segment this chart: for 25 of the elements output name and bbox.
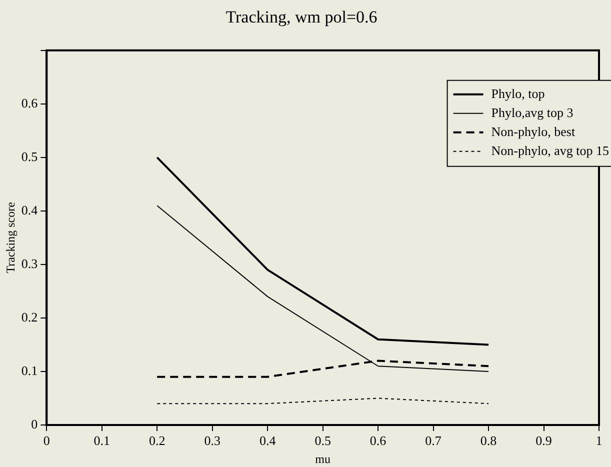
x-tick-label: 0.7 [425,433,442,448]
x-tick-label: 0.5 [314,433,331,448]
y-tick-label: 0.5 [21,148,38,164]
y-tick-label: 0.2 [21,309,38,324]
y-tick-label: 0.1 [21,362,38,378]
x-tick-label: 0.4 [259,433,276,448]
x-axis-title: mu [315,452,330,466]
legend-label: Phylo,avg top 3 [491,104,574,120]
x-tick-label: 0.2 [148,433,166,448]
x-tick-label: 0.6 [370,433,387,448]
x-tick-label: 0.9 [536,433,552,448]
y-tick-label: 0.6 [21,95,38,110]
chart-title: Tracking, wm pol=0.6 [226,8,378,27]
legend-label: Non-phylo, best [491,124,576,139]
x-tick-label: 0.1 [94,433,110,448]
legend-label: Phylo, top [491,86,545,101]
x-tick-label: 0 [43,433,50,448]
x-tick-label: 1 [596,433,602,448]
y-tick-label: 0 [31,416,38,432]
y-axis-title: Tracking score [3,202,18,274]
y-tick-label: 0.3 [21,256,38,271]
x-tick-label: 0.3 [204,433,220,448]
y-tick-label: 0.4 [21,202,38,218]
legend-label: Non-phylo, avg top 15 [491,142,610,158]
x-tick-label: 0.8 [480,433,497,448]
